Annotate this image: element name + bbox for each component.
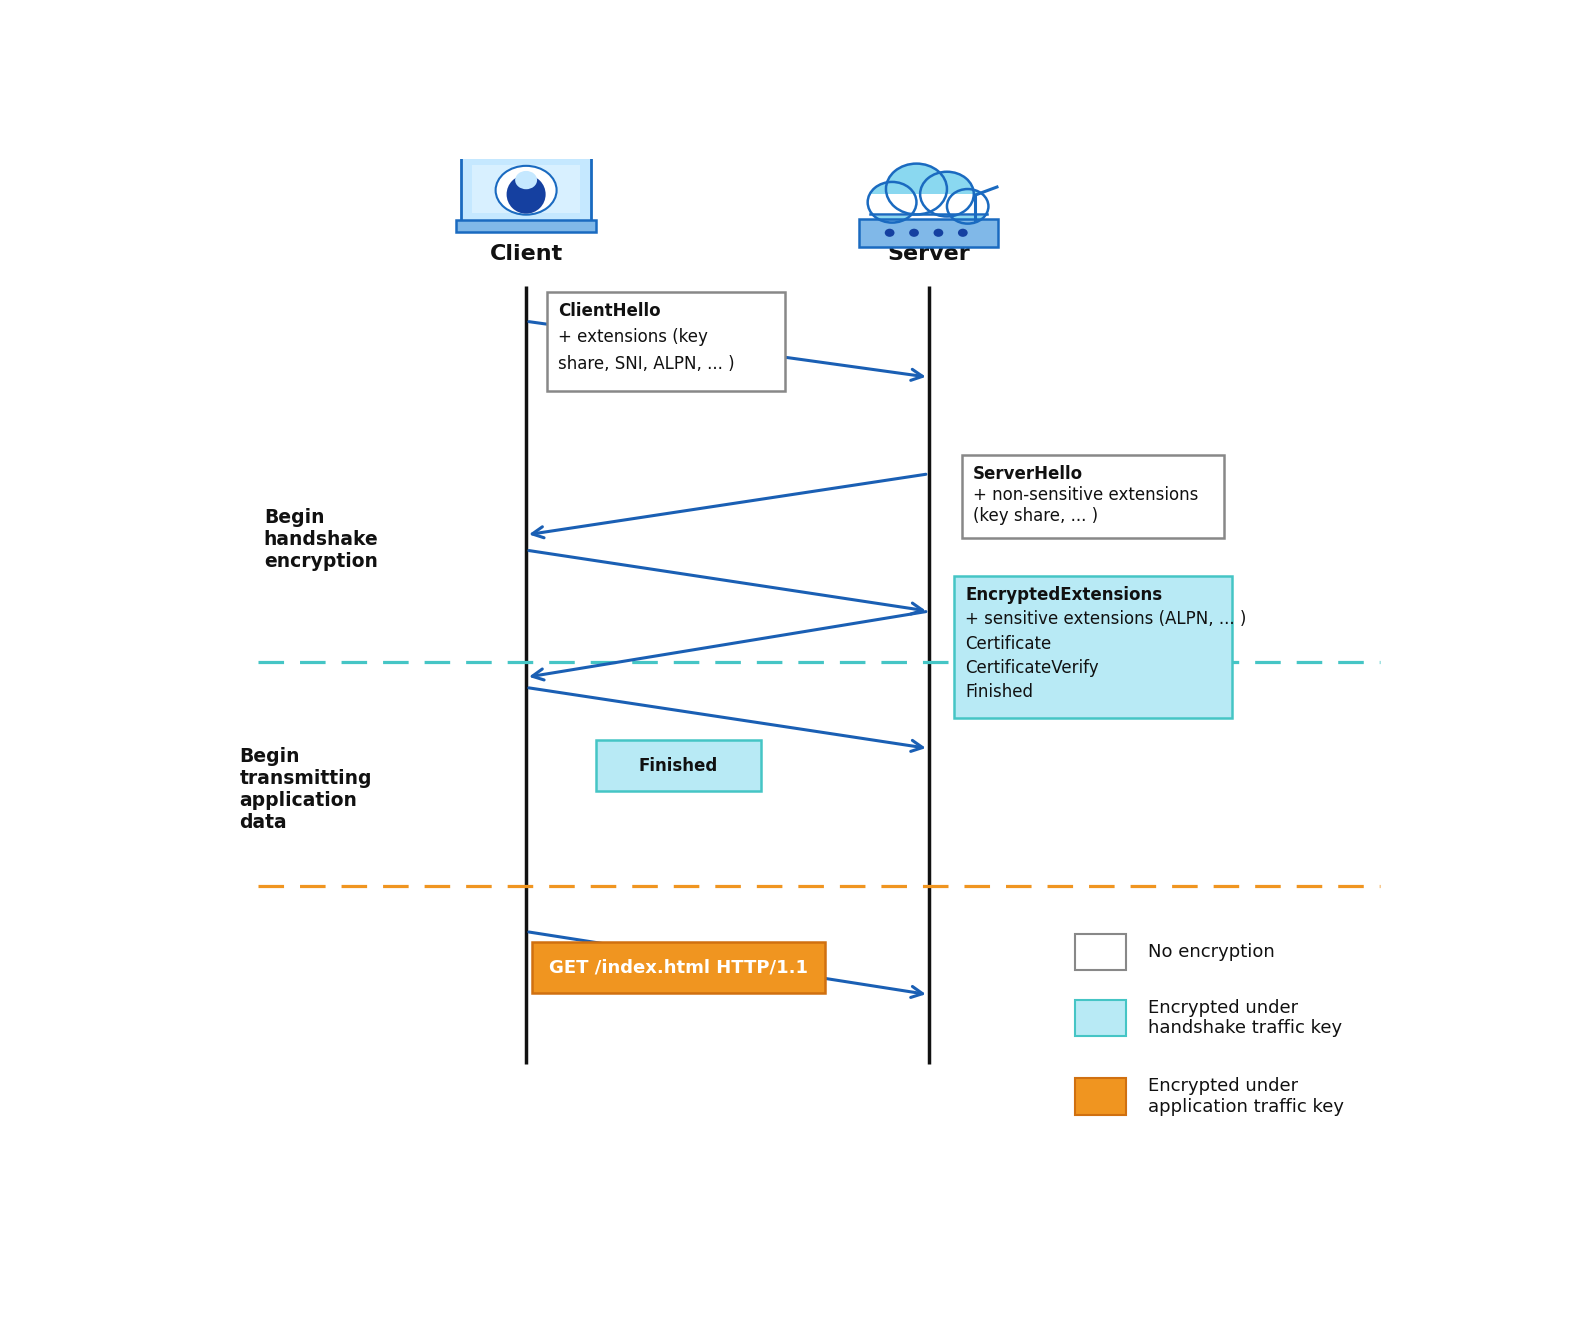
FancyBboxPatch shape	[532, 942, 825, 992]
Text: ClientHello: ClientHello	[559, 303, 661, 320]
FancyBboxPatch shape	[461, 156, 590, 223]
Text: Begin
transmitting
application
data: Begin transmitting application data	[239, 746, 371, 832]
Circle shape	[886, 164, 948, 214]
Text: Client: Client	[490, 244, 563, 264]
Circle shape	[885, 229, 894, 236]
Text: + sensitive extensions (ALPN, ... ): + sensitive extensions (ALPN, ... )	[965, 610, 1247, 629]
FancyBboxPatch shape	[954, 576, 1232, 719]
FancyBboxPatch shape	[456, 219, 597, 231]
Circle shape	[921, 172, 974, 217]
FancyBboxPatch shape	[472, 165, 579, 214]
Text: CertificateVerify: CertificateVerify	[965, 659, 1099, 676]
Circle shape	[867, 182, 916, 223]
Ellipse shape	[496, 166, 557, 215]
Circle shape	[515, 170, 537, 189]
FancyBboxPatch shape	[597, 740, 760, 791]
Text: Encrypted under
handshake traffic key: Encrypted under handshake traffic key	[1149, 999, 1343, 1037]
Circle shape	[910, 229, 919, 236]
Text: Finished: Finished	[965, 683, 1033, 701]
Text: No encryption: No encryption	[1149, 943, 1275, 960]
Text: Server: Server	[888, 244, 970, 264]
Text: ServerHello: ServerHello	[973, 465, 1083, 482]
Text: Encrypted under
application traffic key: Encrypted under application traffic key	[1149, 1077, 1344, 1116]
Circle shape	[933, 229, 943, 236]
FancyBboxPatch shape	[1075, 1078, 1127, 1115]
Text: EncryptedExtensions: EncryptedExtensions	[965, 585, 1162, 604]
FancyBboxPatch shape	[866, 194, 995, 217]
FancyBboxPatch shape	[1075, 1000, 1127, 1037]
Text: Certificate: Certificate	[965, 634, 1051, 653]
Text: GET /index.html HTTP/1.1: GET /index.html HTTP/1.1	[549, 958, 807, 976]
Circle shape	[948, 189, 988, 223]
Text: (key share, ... ): (key share, ... )	[973, 507, 1099, 524]
Text: Begin
handshake
encryption: Begin handshake encryption	[264, 509, 379, 572]
Text: share, SNI, ALPN, ... ): share, SNI, ALPN, ... )	[559, 355, 735, 373]
FancyBboxPatch shape	[1075, 934, 1127, 970]
Text: Finished: Finished	[639, 757, 718, 775]
Ellipse shape	[507, 174, 546, 214]
Text: + non-sensitive extensions: + non-sensitive extensions	[973, 486, 1198, 503]
FancyBboxPatch shape	[962, 454, 1225, 538]
FancyBboxPatch shape	[548, 292, 785, 391]
FancyBboxPatch shape	[859, 218, 998, 247]
Text: + extensions (key: + extensions (key	[559, 329, 708, 346]
Circle shape	[959, 229, 968, 236]
